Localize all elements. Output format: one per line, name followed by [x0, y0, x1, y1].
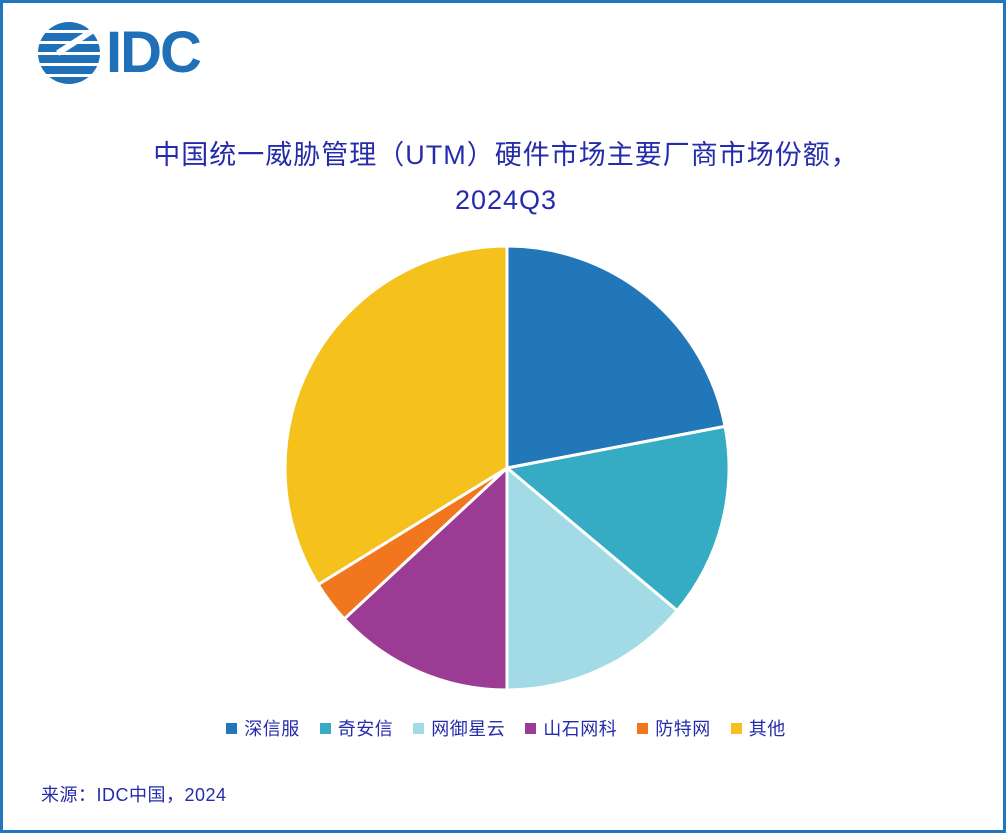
legend-label: 奇安信 [337, 719, 394, 739]
legend-item-网御星云: 网御星云 [413, 715, 505, 741]
pie-slice-山石网科 [342, 466, 509, 692]
legend-label: 其他 [748, 719, 786, 739]
legend-item-其他: 其他 [730, 715, 786, 741]
pie-chart-area [277, 238, 737, 698]
legend-swatch-icon [637, 722, 649, 734]
idc-logo: IDC [37, 20, 202, 85]
legend-swatch-icon [413, 722, 425, 734]
pie-slice-奇安信 [505, 424, 731, 613]
pie-slice-其他 [283, 244, 509, 587]
chart-title: 中国统一威胁管理（UTM）硬件市场主要厂商市场份额， 2024Q3 [3, 133, 1003, 223]
pie-chart [283, 244, 731, 692]
legend-label: 防特网 [655, 719, 711, 739]
legend-label: 深信服 [244, 719, 300, 739]
legend-item-防特网: 防特网 [637, 715, 711, 741]
legend-item-深信服: 深信服 [226, 715, 300, 741]
chart-title-line2: 2024Q3 [454, 185, 558, 215]
legend-item-山石网科: 山石网科 [525, 715, 617, 741]
legend-label: 网御星云 [431, 719, 506, 739]
idc-globe-icon [38, 22, 100, 84]
chart-legend: 深信服 奇安信 网御星云 山石网科 防特网 其他 [3, 715, 1003, 741]
pie-slice-网御星云 [505, 466, 679, 692]
chart-title-line1: 中国统一威胁管理（UTM）硬件市场主要厂商市场份额， [153, 140, 859, 170]
legend-label: 山石网科 [543, 719, 618, 739]
source-note: 来源：IDC中国，2024 [41, 785, 227, 805]
idc-logo-text: IDC [106, 20, 202, 85]
legend-swatch-icon [226, 722, 238, 734]
pie-slice-深信服 [505, 244, 727, 470]
legend-swatch-icon [730, 722, 742, 734]
legend-swatch-icon [525, 722, 537, 734]
legend-swatch-icon [319, 722, 331, 734]
legend-item-奇安信: 奇安信 [319, 715, 394, 741]
